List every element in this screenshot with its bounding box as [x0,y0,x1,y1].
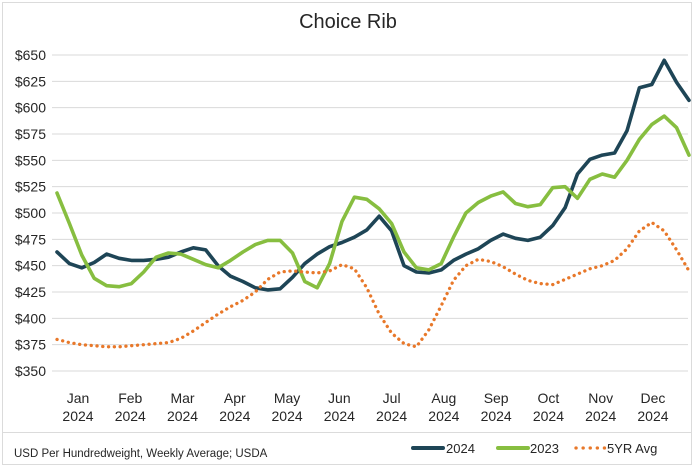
y-tick-label: $350 [15,363,46,379]
x-tick-label-month: Mar [170,390,194,406]
x-tick-label-month: Dec [641,390,666,406]
x-tick-label-month: Sep [484,390,509,406]
x-tick-label-year: 2024 [115,408,146,424]
series-lines [55,58,691,349]
x-tick-label-year: 2024 [272,408,303,424]
y-tick-label: $625 [15,73,46,89]
x-tick-label-month: Feb [118,390,142,406]
series-line-2023 [55,114,691,290]
gridlines [52,54,688,372]
y-tick-label: $375 [15,337,46,353]
legend-label-5yr-avg: 5YR Avg [607,441,657,456]
x-tick-label-year: 2024 [428,408,459,424]
x-axis-labels: Jan 2024 Feb 2024 Mar 2024 Apr 2024 May 2024 Jun 20… [62,390,668,424]
x-tick-label-year: 2024 [324,408,355,424]
x-tick-label-year: 2024 [167,408,198,424]
x-tick-label-year: 2024 [376,408,407,424]
y-axis-labels: $350 $375 $400 $425 $450 $475 $500 $525 $550 $575… [15,47,46,379]
x-tick-label-year: 2024 [637,408,668,424]
y-tick-label: $425 [15,284,46,300]
source-note: USD Per Hundredweight, Weekly Average; U… [14,448,268,460]
y-tick-label: $575 [15,126,46,142]
chart-legend: 2024 2023 5YR Avg [411,441,657,456]
x-tick-label-month: May [274,390,300,406]
x-tick-label-year: 2024 [533,408,564,424]
series-line-5yr-avg [55,220,691,349]
y-tick-label: $400 [15,310,46,326]
x-tick-label-month: Jan [67,390,90,406]
series-line-2024 [55,58,691,292]
x-tick-label-year: 2024 [62,408,93,424]
x-tick-label-month: Jun [328,390,351,406]
x-tick-label-month: Jul [383,390,401,406]
y-tick-label: $525 [15,179,46,195]
x-tick-label-year: 2024 [481,408,512,424]
y-tick-label: $450 [15,258,46,274]
y-tick-label: $550 [15,152,46,168]
x-tick-label-month: Aug [431,390,456,406]
chart-frame [2,2,692,465]
y-tick-label: $600 [15,100,46,116]
y-tick-label: $650 [15,47,46,63]
x-tick-label-year: 2024 [219,408,250,424]
x-tick-label-month: Oct [538,390,560,406]
x-tick-label-year: 2024 [585,408,616,424]
x-tick-label-month: Apr [224,390,246,406]
x-tick-label-month: Nov [588,390,613,406]
y-tick-label: $500 [15,205,46,221]
legend-label-2024: 2024 [446,441,475,456]
legend-label-2023: 2023 [530,441,559,456]
page-border [2,2,692,465]
y-tick-label: $475 [15,231,46,247]
chart-title: Choice Rib [299,11,397,33]
